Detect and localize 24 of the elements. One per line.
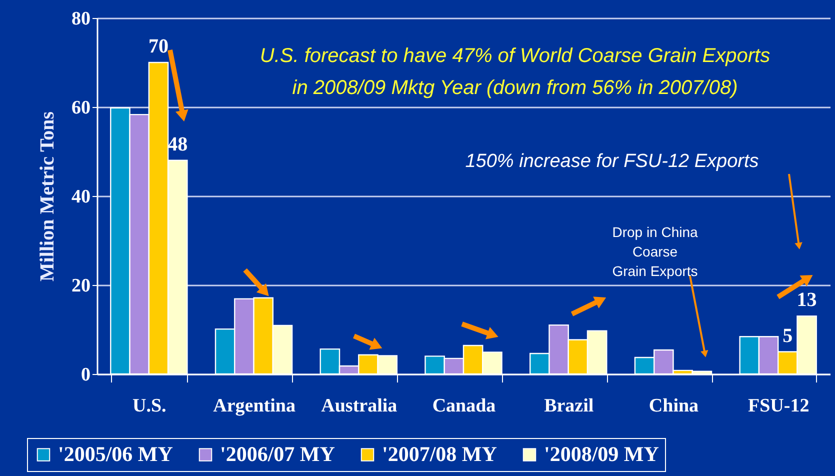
x-tick-label: Australia: [321, 396, 398, 416]
y-tick-label: 80: [72, 8, 90, 30]
legend-label: '2005/06 MY: [58, 442, 173, 466]
x-tick-label: Brazil: [544, 396, 594, 416]
legend-label: '2006/07 MY: [220, 442, 335, 466]
y-tick-label: 0: [81, 364, 90, 386]
data-label: 5: [782, 324, 793, 347]
legend-label: '2008/09 MY: [544, 442, 659, 466]
data-label: 70: [148, 36, 168, 58]
legend-label: '2007/08 MY: [382, 442, 497, 466]
y-tick-label: 60: [72, 98, 90, 118]
y-tick-label: 20: [72, 276, 90, 296]
x-tick-label: China: [648, 396, 700, 416]
x-tick-label: FSU-12: [748, 396, 810, 416]
annotation: U.S. forecast to have 47% of World Coarse Grain Exports in 2008/09 Mktg Year (down from 56% in 2007/08): [260, 45, 770, 99]
y-axis-title: Million Metric Tons: [36, 111, 58, 282]
x-tick-label: U.S.: [132, 396, 166, 416]
x-tick-label: Argentina: [213, 396, 296, 416]
x-tick-label: Canada: [432, 396, 496, 416]
data-label: 13: [796, 289, 817, 312]
data-label: 48: [168, 133, 188, 156]
y-tick-label: 40: [72, 186, 90, 208]
annotation: Drop in China Coarse Grain Exports: [612, 224, 698, 280]
annotation: 150% increase for FSU-12 Exports: [465, 151, 760, 172]
